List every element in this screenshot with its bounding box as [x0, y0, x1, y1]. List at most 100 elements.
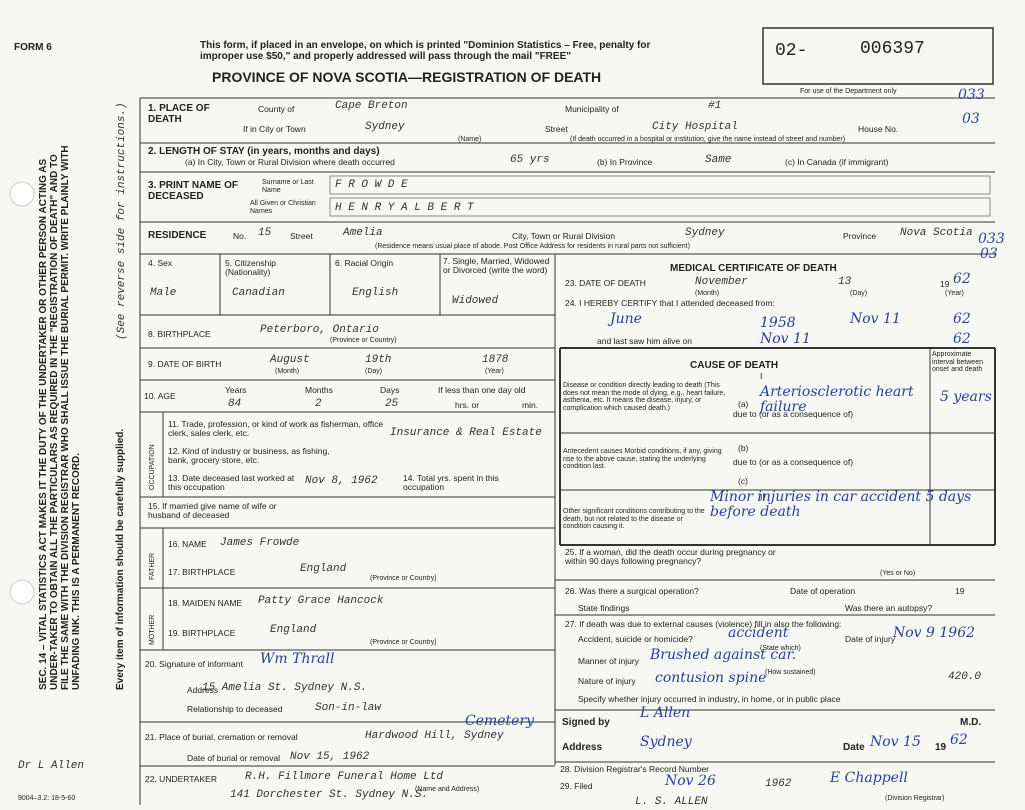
name-label: 18. MAIDEN NAME — [168, 598, 243, 608]
date-label: Date of burial or removal — [187, 753, 281, 763]
year: 62 — [950, 732, 968, 748]
last-seen-label: and last saw him alive on — [597, 336, 692, 346]
findings-label: State findings — [578, 603, 630, 613]
autopsy-label: Was there an autopsy? — [845, 603, 933, 613]
operation-year: 19 — [955, 586, 965, 596]
operation-date-label: Date of operation — [790, 586, 856, 596]
street: Amelia — [343, 227, 383, 239]
label: 2. LENGTH OF STAY (in years, months and … — [148, 146, 380, 157]
less-label: If less than one day old — [438, 385, 526, 395]
last-seen-year: 62 — [953, 331, 971, 347]
accident: accident — [728, 625, 789, 641]
racial: English — [352, 287, 399, 299]
sex-label: 4. Sex — [148, 258, 173, 268]
other: Minor injuries in car accident 5 days be… — [710, 489, 972, 521]
given: H E N R Y A L B E R T — [335, 202, 474, 214]
street-label: Street — [545, 124, 568, 134]
certify-label: 24. I HEREBY CERTIFY that I attended dec… — [565, 298, 775, 308]
manner-label: Manner of injury — [578, 656, 639, 666]
address-label: Address — [562, 742, 603, 753]
interval-a: 5 years — [940, 389, 992, 405]
pregnancy-label: 25. If a woman, did the death occur duri… — [565, 547, 776, 567]
a: 65 yrs — [510, 154, 550, 166]
birthplace-label: 17. BIRTHPLACE — [168, 567, 236, 577]
industry-label: 12. Kind of industry or business, as fis… — [168, 446, 330, 466]
b: Same — [705, 154, 732, 166]
name: Patty Grace Hancock — [258, 595, 384, 607]
death-year-prefix: 19 — [940, 279, 950, 289]
last-worked: Nov 8, 1962 — [305, 475, 378, 487]
years-label: Years — [225, 385, 247, 395]
min-label: min. — [522, 400, 539, 410]
nature: contusion spine — [655, 670, 767, 686]
from: June — [610, 311, 642, 327]
injury-date-label: Date of injury — [845, 634, 896, 644]
cause-a: Arteriosclerotic heart failure — [760, 384, 914, 416]
part2: II — [760, 492, 765, 502]
due-a: due to (or as a consequence of) — [733, 409, 854, 419]
hrs-label: hrs. or — [455, 400, 480, 410]
county-label: County of — [258, 104, 295, 114]
city-label: If in City or Town — [243, 124, 306, 134]
date: Nov 15 — [870, 734, 921, 750]
codes: 033 — [958, 87, 985, 103]
birthplace: England — [300, 563, 347, 575]
filed-label: 29. Filed — [560, 781, 593, 791]
address: Sydney — [640, 734, 692, 750]
interval-label: Approximate interval between onset and d… — [932, 351, 983, 374]
note: (Province or Country) — [370, 639, 437, 646]
signature: E Chappell — [830, 770, 908, 786]
death-label: 23. DATE OF DEATH — [565, 278, 646, 288]
other-label: Other significant conditions contributin… — [563, 508, 705, 531]
year-prefix: 19 — [935, 742, 947, 753]
label: MOTHER — [149, 614, 156, 645]
citizenship: Canadian — [232, 287, 285, 299]
signed: L Allen — [640, 705, 691, 721]
relationship: Son-in-law — [315, 702, 382, 714]
county: Cape Breton — [335, 100, 408, 112]
trade-label: 11. Trade, profession, or kind of work a… — [168, 419, 384, 439]
year-note: (Year) — [945, 290, 964, 297]
spouse-label: 15. If married give name of wife or husb… — [148, 501, 277, 521]
nature-label: Nature of injury — [578, 676, 636, 686]
code: 420.0 — [948, 671, 982, 683]
form-code: 9004–3.2: 18-5-60 — [18, 795, 76, 802]
day-note: (Day) — [365, 368, 383, 375]
label: RESIDENCE — [148, 230, 207, 241]
place: Hardwood Hill, Sydney — [365, 730, 504, 742]
note: (Name and Address) — [415, 786, 480, 793]
a-label: (a) In City, Town or Rural Division wher… — [185, 157, 395, 167]
no-label: No. — [233, 231, 247, 241]
codes: 033 — [978, 231, 1005, 247]
trade: Insurance & Real Estate — [390, 427, 542, 439]
instructions: (See reverse side for instructions.) — [116, 102, 128, 340]
name-note: (Name) — [458, 136, 482, 143]
note: (Residence means usual place of abode. P… — [375, 243, 690, 250]
month-note: (Month) — [275, 368, 300, 375]
street: City Hospital — [652, 121, 738, 133]
name: R.H. Fillmore Funeral Home Ltd — [245, 771, 444, 783]
to-year: 62 — [953, 311, 971, 327]
note: (Division Registrar) — [885, 795, 945, 802]
surname: F R O W D E — [335, 179, 408, 191]
label: 9. DATE OF BIRTH — [148, 359, 222, 369]
signed-label: Signed by — [562, 717, 610, 728]
title: PROVINCE OF NOVA SCOTIA—REGISTRATION OF … — [212, 69, 602, 85]
codes: 03 — [980, 246, 998, 262]
injury-date: Nov 9 1962 — [893, 625, 976, 641]
note: (Province or Country) — [370, 575, 437, 582]
label: 22. UNDERTAKER — [145, 774, 217, 784]
name-label: 16. NAME — [168, 539, 207, 549]
filed-year: 1962 — [765, 778, 792, 790]
days-label: Days — [380, 385, 400, 395]
province-label: Province — [843, 231, 877, 241]
label: 10. AGE — [144, 391, 176, 401]
address: 141 Dorchester St. Sydney N.S. — [230, 789, 429, 801]
manner: Brushed against car. — [650, 647, 797, 663]
note: (If death occurred in a hospital or inst… — [570, 136, 846, 143]
md: M.D. — [960, 717, 982, 728]
from-year: 1958 — [760, 315, 796, 331]
month: August — [270, 354, 310, 366]
department-note: For use of the Department only — [800, 88, 897, 95]
